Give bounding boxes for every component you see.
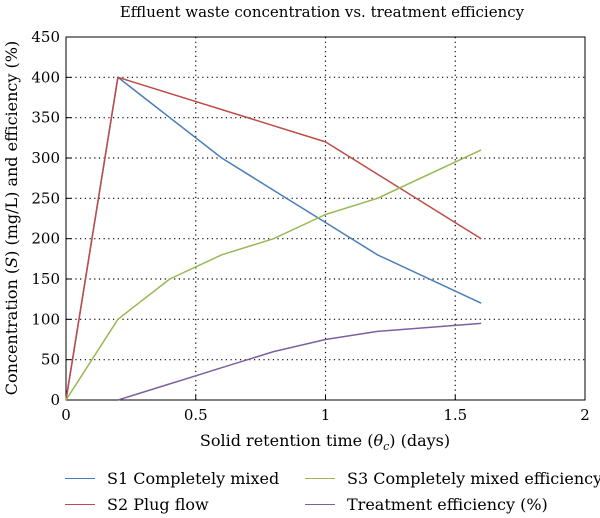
legend-item-efficiency: Treatment efficiency (%) [305,493,548,515]
x-tick-label: 0.5 [184,406,208,424]
y-tick-label: 0 [50,391,60,409]
legend-label-s3: S3 Completely mixed efficiency [347,468,600,488]
chart-title: Effluent waste concentration vs. treatme… [120,3,525,21]
series-line-s3 [65,149,482,401]
x-tick-label: 1 [321,406,331,424]
y-axis-label: Concentration (S) (mg/L) and efficiency … [2,41,21,395]
x-tick-label: 1.5 [443,406,467,424]
y-tick-label: 400 [31,68,60,86]
legend-item-s1: S1 Completely mixed [65,467,279,489]
y-tick-label: 250 [31,189,60,207]
grid [66,37,585,400]
y-tick-label: 150 [31,270,60,288]
x-tick-label: 0 [61,406,71,424]
legend-item-s2: S2 Plug flow [65,493,209,515]
x-tick-label: 2 [580,406,590,424]
chart: Effluent waste concentration vs. treatme… [2,3,590,453]
y-tick-label: 50 [41,351,60,369]
legend-swatch-s2 [65,503,95,505]
y-tick-label: 450 [31,28,60,46]
legend-swatch-s1 [65,477,95,479]
plot-frame [65,36,586,401]
legend: S1 Completely mixed S2 Plug flow S3 Comp… [0,462,600,518]
series-line-efficiency [117,322,482,401]
legend-item-s3: S3 Completely mixed efficiency [305,467,600,489]
y-tick-label: 350 [31,109,60,127]
legend-swatch-efficiency [305,503,335,505]
x-axis-label: Solid retention time (θc) (days) [200,431,450,453]
legend-swatch-s3 [305,477,335,479]
legend-label-s2: S2 Plug flow [107,494,209,514]
legend-label-efficiency: Treatment efficiency (%) [347,494,548,514]
y-tick-label: 200 [31,230,60,248]
y-axis: 0 50 100 150 200 250 300 350 400 450 [31,28,71,409]
y-tick-label: 100 [31,310,60,328]
y-tick-label: 300 [31,149,60,167]
series-lines [65,76,482,401]
legend-label-s1: S1 Completely mixed [107,468,280,488]
x-axis: 0 0.5 1 1.5 2 [61,395,590,424]
series-line-s2 [65,76,482,401]
